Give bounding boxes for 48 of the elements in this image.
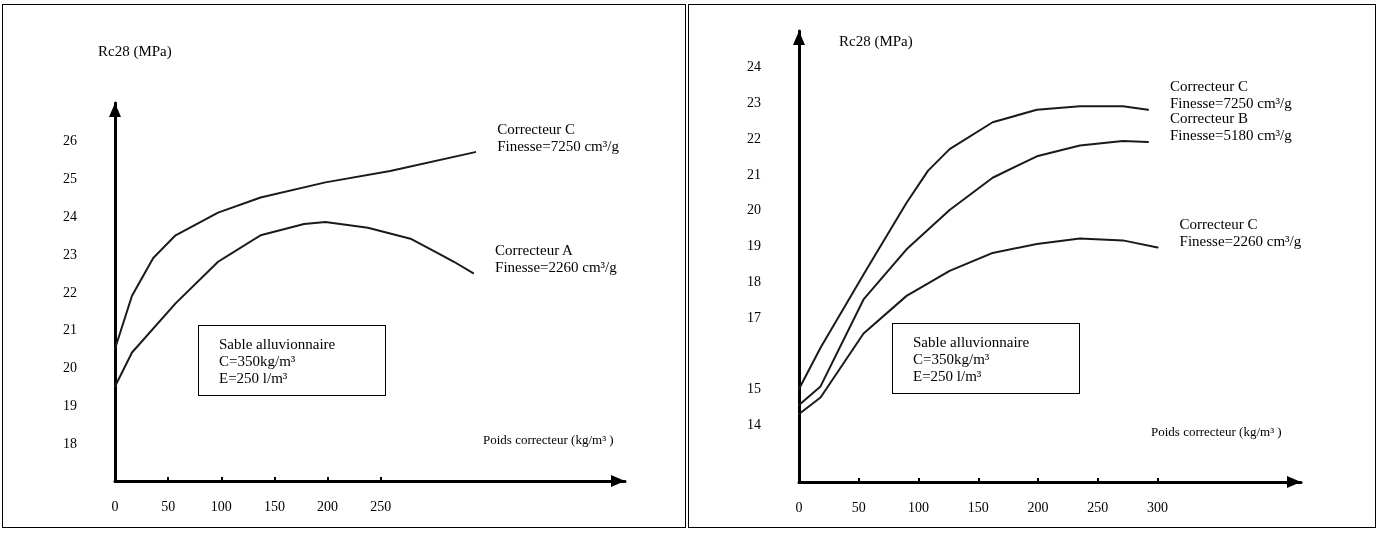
line-series: [114, 151, 477, 350]
y-tick-label: 20: [747, 202, 761, 218]
y-tick-label: 18: [747, 274, 761, 290]
line-series: [114, 221, 475, 388]
y-tick-label: 23: [747, 95, 761, 111]
y-tick-label: 19: [747, 238, 761, 254]
text-box: Sable alluvionnaire C=350kg/m³ E=250 l/m³: [892, 323, 1081, 394]
x-tick-label: 200: [317, 498, 338, 514]
x-tick-label: 300: [1147, 499, 1169, 515]
x-axis-title: Poids correcteur (kg/m³ ): [1151, 424, 1282, 439]
x-tick-label: 0: [795, 499, 803, 515]
y-tick-label: 22: [747, 130, 761, 146]
y-axis-title: Rc28 (MPa): [839, 32, 913, 50]
y-tick-label: 23: [63, 246, 77, 262]
y-tick-label: 17: [747, 309, 761, 325]
x-tick-label: 50: [161, 498, 176, 514]
y-tick-label: 24: [63, 208, 77, 224]
series-label: Correcteur C Finesse=7250 cm³/g: [497, 120, 620, 154]
line-series: [798, 237, 1159, 415]
y-tick-label: 20: [63, 360, 77, 376]
line-series: [798, 105, 1150, 390]
x-tick-label: 150: [967, 499, 989, 515]
x-tick-label: 250: [370, 498, 392, 514]
y-tick-label: 21: [747, 166, 761, 182]
x-tick-label: 50: [851, 499, 866, 515]
y-tick-label: 21: [63, 322, 77, 338]
x-tick-label: 250: [1087, 499, 1109, 515]
text-box: Sable alluvionnaire C=350kg/m³ E=250 l/m³: [198, 325, 387, 396]
series-label: Correcteur C Finesse=7250 cm³/g: [1170, 78, 1293, 112]
series-label: Correcteur B Finesse=5180 cm³/g: [1170, 110, 1293, 144]
y-tick-label: 19: [63, 397, 77, 413]
series-label: Correcteur C Finesse=2260 cm³/g: [1179, 216, 1302, 250]
x-tick-label: 200: [1027, 499, 1049, 515]
x-tick-label: 150: [263, 498, 285, 514]
series-label: Correcteur A Finesse=2260 cm³/g: [495, 241, 618, 275]
x-axis-title: Poids correcteur (kg/m³ ): [483, 432, 614, 447]
y-tick-label: 14: [747, 417, 761, 433]
x-tick-label: 100: [210, 498, 232, 514]
y-tick-label: 25: [63, 171, 77, 187]
x-tick-label: 0: [111, 498, 119, 514]
line-series: [798, 139, 1150, 407]
y-tick-label: 22: [63, 284, 77, 300]
x-tick-label: 100: [908, 499, 930, 515]
y-tick-label: 24: [747, 59, 761, 75]
y-tick-label: 18: [63, 435, 77, 451]
y-tick-label: 26: [63, 133, 77, 149]
y-axis-title: Rc28 (MPa): [98, 42, 172, 60]
y-tick-label: 15: [747, 381, 761, 397]
